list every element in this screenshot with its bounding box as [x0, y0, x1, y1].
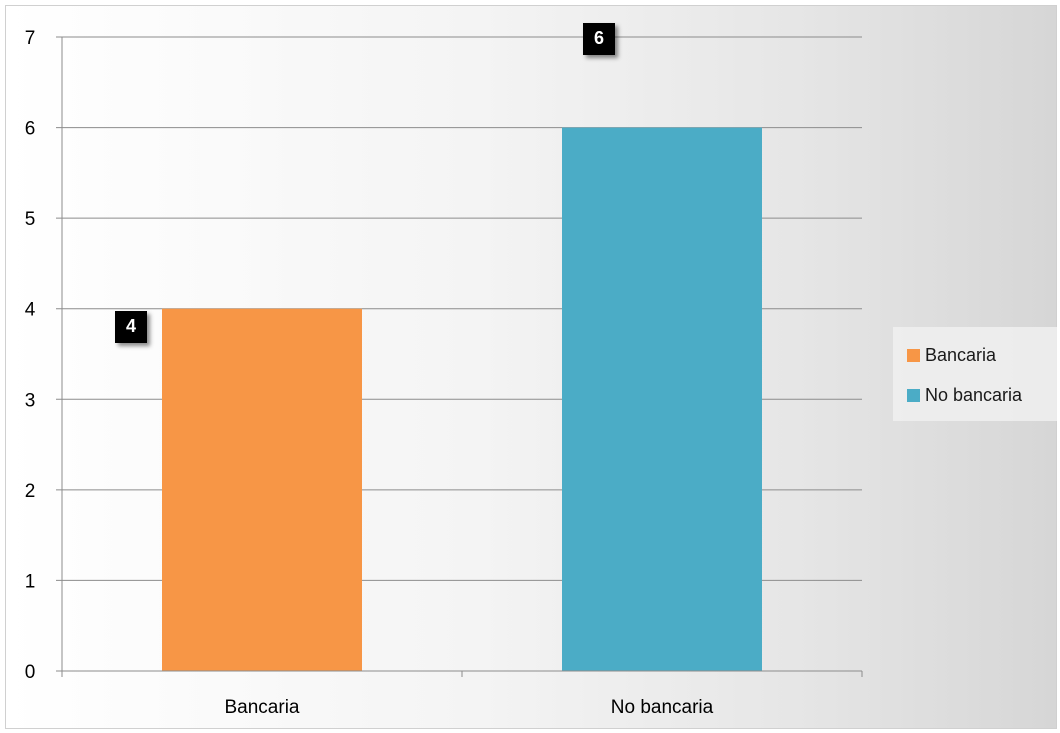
y-tick-labels: 0 1 2 3 4 5 6 7	[25, 28, 36, 683]
y-tick-label: 4	[25, 300, 36, 321]
y-tick-label: 7	[25, 28, 36, 49]
data-label-bancaria: 4	[115, 310, 147, 343]
y-tick-label: 3	[25, 390, 36, 411]
legend-label-bancaria: Bancaria	[925, 344, 997, 365]
y-tick-label: 6	[25, 119, 36, 140]
axes	[56, 37, 863, 677]
legend-swatch-no-bancaria	[907, 388, 920, 402]
legend-item-bancaria: Bancaria	[907, 343, 996, 367]
x-tick-labels: Bancaria No bancaria	[225, 697, 714, 718]
x-tick-label: Bancaria	[225, 697, 300, 718]
legend-swatch-bancaria	[907, 348, 920, 362]
legend-item-no-bancaria: No bancaria	[907, 383, 1022, 407]
legend-label-no-bancaria: No bancaria	[925, 384, 1023, 405]
bar-no-bancaria	[562, 127, 762, 672]
data-label-no-bancaria: 6	[583, 22, 615, 55]
y-tick-label: 1	[25, 571, 36, 592]
y-tick-label: 2	[25, 481, 36, 502]
bars	[162, 127, 762, 672]
bar-bancaria	[162, 308, 362, 671]
y-tick-label: 5	[25, 209, 36, 230]
y-tick-label: 0	[25, 662, 36, 683]
x-tick-label: No bancaria	[611, 697, 714, 718]
legend: Bancaria No bancaria	[893, 327, 1057, 421]
